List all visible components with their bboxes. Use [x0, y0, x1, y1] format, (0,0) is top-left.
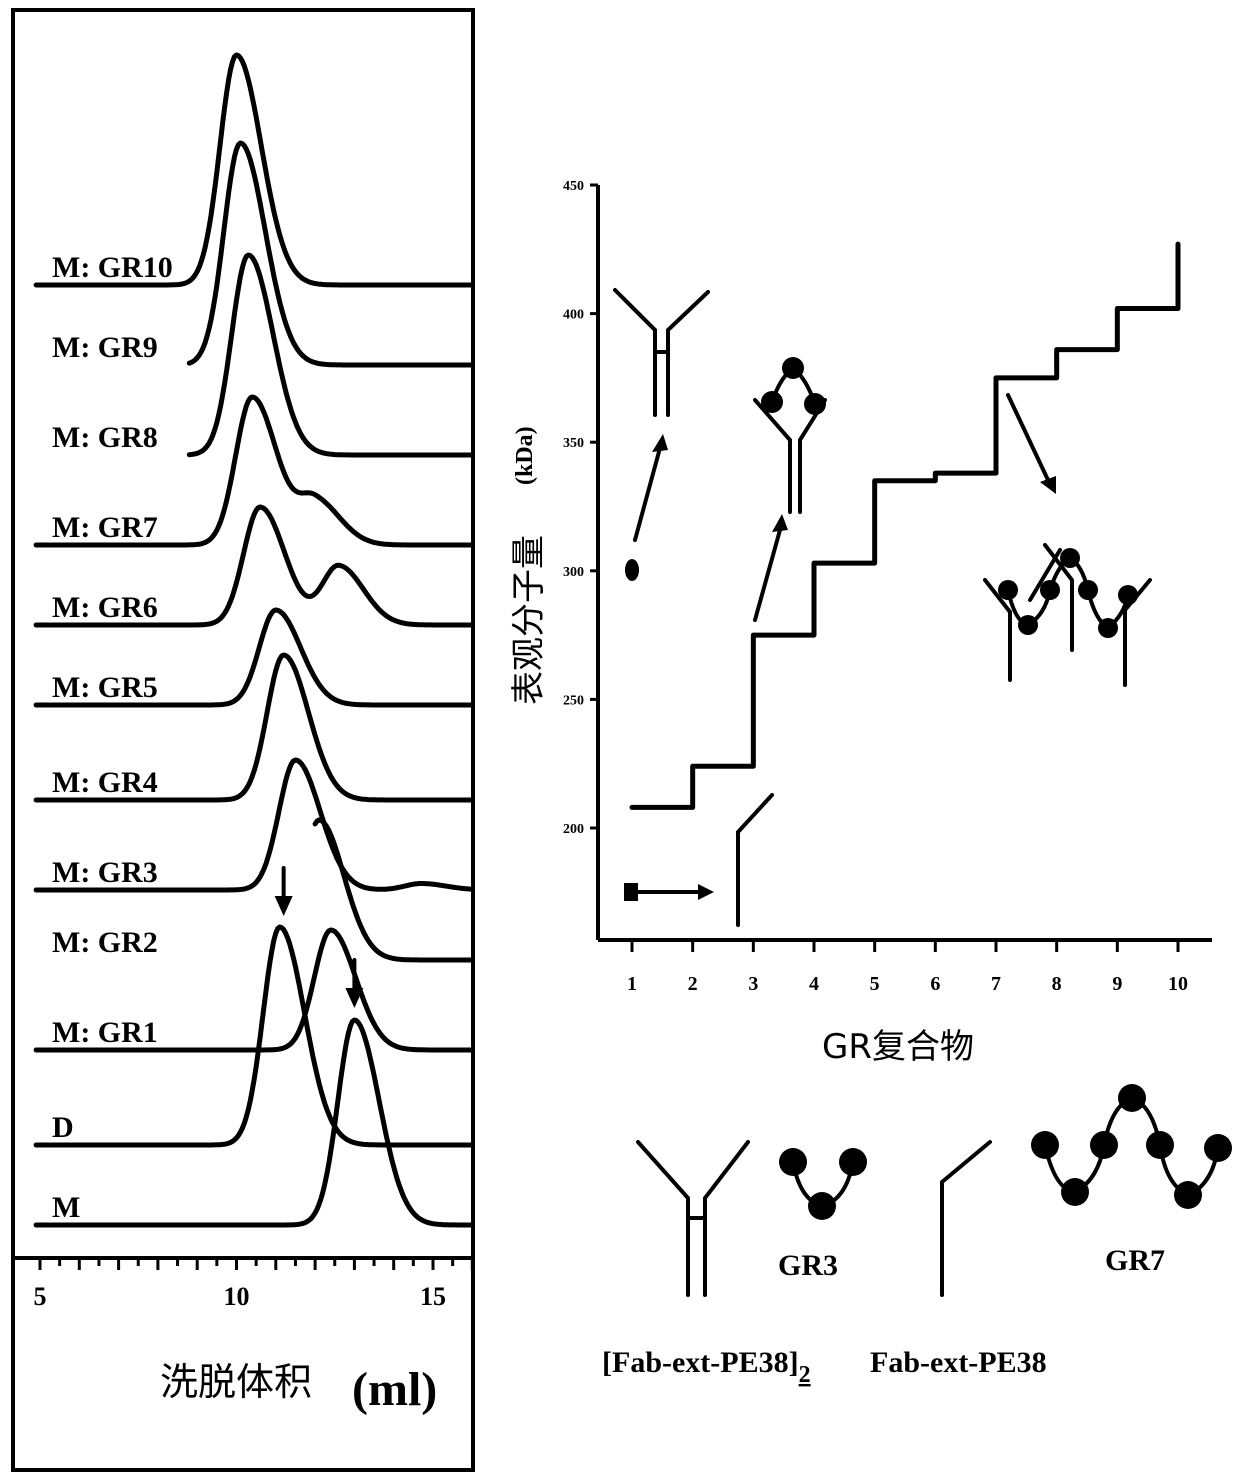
fab-dimer-legend-label: [Fab-ext-PE38]2	[602, 1346, 811, 1388]
gr7-legend-label: GR7	[1105, 1244, 1165, 1277]
fab-legend-schematic	[942, 1142, 990, 1295]
gr7-antibody-schematic	[985, 545, 1150, 685]
trace-label: M: GR9	[52, 331, 158, 364]
left-x-axis-label: 洗脱体积	[160, 1360, 312, 1404]
molecular-weight-panel: 1 2 3 4 5 6 7 8 9 10 200 250 300 350 400 450 表观分子量 (kDa…	[509, 179, 1232, 1388]
trace-label: M: GR8	[52, 421, 158, 454]
trace-label: D	[52, 1111, 74, 1144]
right-y-tick-label: 450	[563, 179, 584, 194]
right-y-axis-label: 表观分子量	[509, 535, 549, 705]
gr7-legend-schematic	[1031, 1084, 1232, 1209]
apparent-mw-step-line	[632, 244, 1178, 807]
arrow-head	[275, 896, 293, 916]
antibody-dimer-schematic	[615, 290, 708, 415]
right-x-tick-label: 4	[809, 973, 819, 995]
gr3-legend-label: GR3	[778, 1249, 838, 1282]
left-x-tick-label: 5	[34, 1282, 47, 1311]
trace-label: M: GR4	[52, 766, 158, 799]
trace-label: M: GR10	[52, 251, 173, 284]
trace-label: M	[52, 1191, 80, 1224]
gr3-antibody-schematic	[755, 357, 826, 512]
right-y-tick-label: 200	[563, 822, 584, 837]
chromatogram-panel: M: GR10 M: GR9 M: GR8 M: GR7 M: GR6 M: GR5 M: …	[13, 10, 473, 1470]
right-x-axis-label: GR复合物	[822, 1027, 974, 1067]
fab-dimer-label-subscript: 2	[799, 1362, 811, 1388]
right-y-tick-label: 350	[563, 436, 584, 451]
left-x-tick-label: 10	[224, 1282, 250, 1311]
left-x-tick-label: 15	[420, 1282, 446, 1311]
right-x-tick-label: 3	[748, 973, 758, 995]
left-panel-frame	[13, 10, 473, 1470]
right-y-tick-label: 300	[563, 565, 584, 580]
right-x-tick-label: 7	[991, 973, 1001, 995]
right-x-tick-label: 6	[930, 973, 940, 995]
trace-label: M: GR1	[52, 1016, 158, 1049]
right-x-tick-label: 2	[688, 973, 698, 995]
trace-label: M: GR3	[52, 856, 158, 889]
right-x-tick-label: 5	[870, 973, 880, 995]
right-x-tick-label: 1	[627, 973, 637, 995]
right-x-tick-label: 9	[1112, 973, 1122, 995]
left-x-axis-unit: (ml)	[352, 1363, 437, 1416]
fab-dimer-legend-schematic	[638, 1142, 748, 1295]
trace-label: M: GR2	[52, 926, 158, 959]
chromatogram-traces	[36, 55, 472, 1225]
fab-dimer-label-main: [Fab-ext-PE38]	[602, 1346, 799, 1379]
trace-label: M: GR5	[52, 671, 158, 704]
fab-legend-label: Fab-ext-PE38	[870, 1346, 1047, 1379]
trace-labels: M: GR10 M: GR9 M: GR8 M: GR7 M: GR6 M: GR5 M: …	[52, 251, 173, 1224]
right-x-tick-label: 8	[1052, 973, 1062, 995]
trace-label: M: GR6	[52, 591, 158, 624]
right-y-axis-unit: (kDa)	[512, 426, 538, 485]
trace-label: M: GR7	[52, 511, 158, 544]
right-y-tick-label: 250	[563, 693, 584, 708]
left-x-ticks: 5 10 15	[34, 1258, 473, 1311]
right-y-tick-label: 400	[563, 308, 584, 323]
gr3-legend-schematic	[779, 1148, 867, 1220]
right-x-tick-label: 10	[1168, 973, 1188, 995]
fab-fragment-inset	[738, 795, 772, 925]
